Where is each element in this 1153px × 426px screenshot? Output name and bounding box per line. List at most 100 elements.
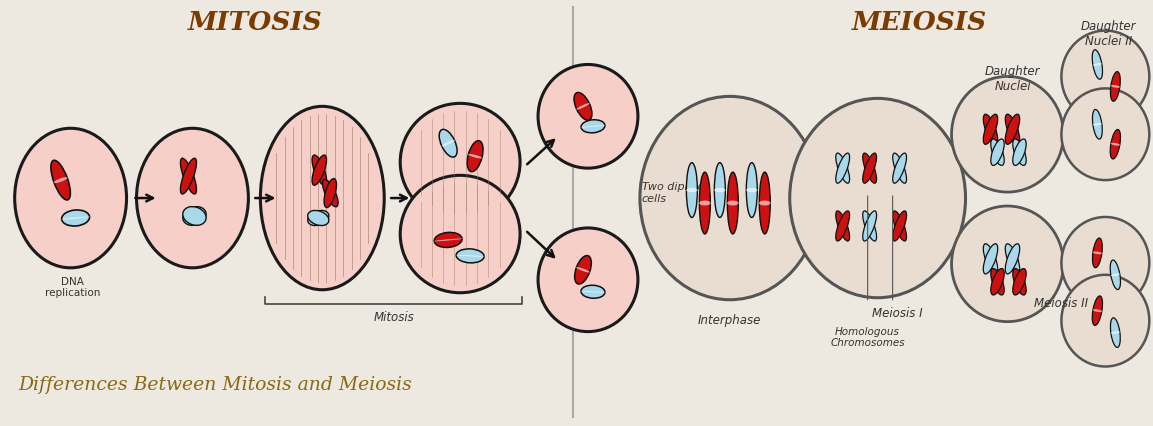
Ellipse shape <box>1110 318 1121 348</box>
Text: Differences Between Mitosis and Meiosis: Differences Between Mitosis and Meiosis <box>18 376 413 394</box>
Ellipse shape <box>836 154 850 184</box>
Ellipse shape <box>1110 144 1120 146</box>
Ellipse shape <box>61 217 90 220</box>
Ellipse shape <box>576 104 589 110</box>
Ellipse shape <box>1110 331 1120 334</box>
Ellipse shape <box>1092 110 1102 140</box>
Ellipse shape <box>1012 140 1026 166</box>
Ellipse shape <box>862 154 876 184</box>
Ellipse shape <box>728 173 738 234</box>
Ellipse shape <box>892 154 906 184</box>
Ellipse shape <box>1110 130 1121 160</box>
Ellipse shape <box>686 163 698 218</box>
Ellipse shape <box>580 291 605 293</box>
Ellipse shape <box>435 233 462 248</box>
Ellipse shape <box>183 207 206 226</box>
Ellipse shape <box>862 211 876 242</box>
Ellipse shape <box>1093 310 1102 312</box>
Ellipse shape <box>1062 218 1150 309</box>
Ellipse shape <box>1062 32 1150 123</box>
Ellipse shape <box>15 129 127 268</box>
Ellipse shape <box>61 210 90 227</box>
Ellipse shape <box>261 107 384 290</box>
Ellipse shape <box>728 201 739 206</box>
Ellipse shape <box>1062 89 1150 181</box>
Ellipse shape <box>181 159 196 195</box>
Ellipse shape <box>1012 140 1026 166</box>
Ellipse shape <box>1092 239 1102 268</box>
Text: MITOSIS: MITOSIS <box>188 10 323 35</box>
Ellipse shape <box>951 207 1063 322</box>
Ellipse shape <box>136 129 248 268</box>
Ellipse shape <box>574 256 591 285</box>
Text: Daughter
Nuclei II: Daughter Nuclei II <box>1080 20 1136 48</box>
Ellipse shape <box>715 163 725 218</box>
Ellipse shape <box>323 180 338 207</box>
Ellipse shape <box>892 154 906 184</box>
Ellipse shape <box>1110 86 1120 89</box>
Ellipse shape <box>1062 275 1150 367</box>
Text: Two diploid
cells: Two diploid cells <box>642 182 704 203</box>
Ellipse shape <box>1093 124 1102 127</box>
Ellipse shape <box>714 188 725 193</box>
Text: Interphase: Interphase <box>698 313 761 326</box>
Ellipse shape <box>760 173 770 234</box>
Ellipse shape <box>746 163 758 218</box>
Ellipse shape <box>455 255 484 257</box>
Ellipse shape <box>1012 269 1026 295</box>
Ellipse shape <box>990 140 1004 166</box>
Ellipse shape <box>984 244 997 274</box>
Ellipse shape <box>442 141 454 147</box>
Ellipse shape <box>984 244 997 274</box>
Ellipse shape <box>984 115 997 145</box>
Ellipse shape <box>699 201 710 206</box>
Ellipse shape <box>312 155 326 186</box>
Ellipse shape <box>759 201 770 206</box>
Ellipse shape <box>1110 260 1121 290</box>
Text: Meiosis I: Meiosis I <box>873 306 922 319</box>
Ellipse shape <box>183 207 206 226</box>
Ellipse shape <box>1005 115 1019 145</box>
Ellipse shape <box>892 211 906 242</box>
Ellipse shape <box>990 140 1004 166</box>
Ellipse shape <box>836 154 850 184</box>
Ellipse shape <box>1092 296 1102 325</box>
Ellipse shape <box>1005 244 1019 274</box>
Ellipse shape <box>54 178 68 184</box>
Ellipse shape <box>51 161 70 201</box>
Ellipse shape <box>951 77 1063 193</box>
Text: Daughter
Nuclei: Daughter Nuclei <box>985 65 1040 93</box>
Ellipse shape <box>467 141 483 172</box>
Ellipse shape <box>308 211 329 226</box>
Text: Mitosis: Mitosis <box>374 310 414 323</box>
Ellipse shape <box>434 239 462 242</box>
Ellipse shape <box>1005 115 1019 145</box>
Text: MEIOSIS: MEIOSIS <box>852 10 987 35</box>
Ellipse shape <box>862 154 876 184</box>
Ellipse shape <box>400 104 520 221</box>
Ellipse shape <box>324 179 337 208</box>
Text: Homologous
Chromosomes: Homologous Chromosomes <box>830 326 905 348</box>
Ellipse shape <box>580 126 605 128</box>
Text: DNA
replication: DNA replication <box>45 276 100 298</box>
Ellipse shape <box>862 211 876 242</box>
Ellipse shape <box>181 159 196 195</box>
Ellipse shape <box>1110 274 1120 276</box>
Ellipse shape <box>1092 51 1102 80</box>
Ellipse shape <box>984 115 997 145</box>
Ellipse shape <box>1012 269 1026 295</box>
Ellipse shape <box>581 285 605 299</box>
Ellipse shape <box>576 268 590 273</box>
Ellipse shape <box>439 130 457 158</box>
Ellipse shape <box>686 188 698 193</box>
Ellipse shape <box>457 249 484 263</box>
Text: Meiosis II: Meiosis II <box>1034 296 1088 309</box>
Ellipse shape <box>990 269 1004 295</box>
Ellipse shape <box>400 176 520 293</box>
Ellipse shape <box>836 211 850 242</box>
Ellipse shape <box>308 211 329 226</box>
Ellipse shape <box>468 155 482 159</box>
Ellipse shape <box>312 155 326 186</box>
Ellipse shape <box>1110 72 1121 102</box>
Ellipse shape <box>538 228 638 332</box>
